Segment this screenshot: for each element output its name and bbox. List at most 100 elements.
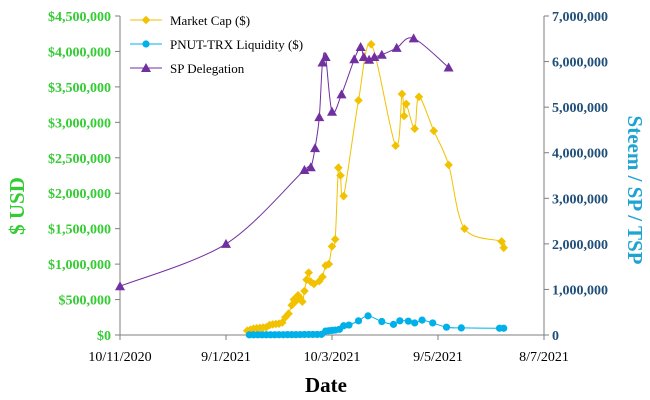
data-point-market-cap — [401, 99, 411, 109]
y-right-tick-label: 5,000,000 — [552, 101, 608, 116]
data-point-market-cap — [298, 297, 307, 306]
legend-item-pnut-trx-liquidity: PNUT-TRX Liquidity ($) — [130, 37, 303, 52]
data-point-pnut-trx-liquidity — [364, 312, 372, 320]
series-sp-delegation — [115, 33, 454, 291]
data-point-market-cap — [414, 92, 424, 102]
x-tick-label: 10/3/2021 — [304, 350, 361, 365]
data-point-market-cap — [330, 235, 340, 244]
series-pnut-trx-liquidity — [245, 312, 508, 339]
y-right-tick-label: 3,000,000 — [552, 192, 608, 207]
data-point-market-cap — [293, 291, 303, 300]
x-axis-label: Date — [305, 373, 347, 397]
data-point-market-cap — [336, 171, 345, 180]
series-market-cap — [242, 40, 509, 336]
legend-label: SP Delegation — [170, 61, 245, 76]
legend-marker — [141, 15, 151, 25]
legend-label: Market Cap ($) — [170, 13, 250, 28]
data-point-pnut-trx-liquidity — [378, 317, 386, 326]
legend-marker — [141, 63, 151, 72]
y-axis-right-label: Steem / SP / TSP — [623, 116, 647, 265]
data-point-sp-delegation — [408, 33, 419, 43]
data-point-market-cap — [444, 160, 453, 170]
data-point-market-cap — [306, 277, 316, 287]
y-left-tick-label: $2,000,000 — [48, 187, 111, 202]
left-axis-ticks: $0 $500,000 $1,000,000 $1,500,000 $2,000,000… — [48, 10, 120, 344]
data-point-sp-delegation — [317, 57, 328, 67]
data-point-market-cap — [281, 312, 290, 322]
x-tick-label: 10/11/2020 — [88, 350, 151, 365]
y-left-tick-label: $1,000,000 — [48, 258, 111, 273]
y-right-tick-label: 0 — [552, 329, 559, 344]
data-point-pnut-trx-liquidity — [389, 320, 398, 328]
plot-series — [115, 33, 509, 339]
y-left-tick-label: $4,500,000 — [48, 10, 111, 25]
data-point-sp-delegation — [221, 238, 231, 248]
data-point-market-cap — [324, 259, 334, 269]
legend-item-sp-delegation: SP Delegation — [130, 61, 245, 76]
data-point-market-cap — [300, 286, 309, 296]
data-point-sp-delegation — [314, 112, 325, 122]
data-point-sp-delegation — [364, 54, 375, 64]
data-point-sp-delegation — [376, 49, 387, 59]
legend-item-market-cap: Market Cap ($) — [130, 13, 250, 28]
x-tick-label: 9/1/2021 — [201, 350, 251, 365]
y-left-tick-label: $3,500,000 — [48, 81, 111, 96]
data-point-pnut-trx-liquidity — [418, 316, 426, 324]
data-point-pnut-trx-liquidity — [411, 319, 419, 327]
data-point-market-cap — [334, 163, 343, 173]
data-point-market-cap — [354, 96, 363, 105]
data-point-pnut-trx-liquidity — [345, 321, 353, 329]
data-point-sp-delegation — [391, 42, 402, 52]
data-point-pnut-trx-liquidity — [442, 323, 451, 331]
data-point-pnut-trx-liquidity — [457, 324, 465, 332]
data-point-pnut-trx-liquidity — [354, 317, 363, 325]
right-axis-ticks: 0 1,000,000 2,000,000 3,000,000 4,000,000 5,0… — [544, 10, 608, 344]
data-point-pnut-trx-liquidity — [404, 317, 412, 325]
data-point-sp-delegation — [349, 54, 360, 64]
data-point-pnut-trx-liquidity — [500, 324, 508, 332]
data-point-sp-delegation — [327, 106, 337, 116]
data-point-market-cap — [339, 191, 348, 201]
y-left-tick-label: $500,000 — [59, 294, 112, 309]
y-right-tick-label: 4,000,000 — [552, 147, 608, 162]
x-axis-ticks: 10/11/2020 9/1/2021 10/3/2021 9/5/2021 8/7/2… — [88, 335, 569, 365]
data-point-sp-delegation — [310, 143, 321, 153]
data-point-market-cap — [391, 141, 400, 151]
data-point-market-cap — [327, 242, 337, 251]
y-right-tick-label: 1,000,000 — [552, 283, 608, 298]
data-point-market-cap — [314, 276, 324, 286]
y-left-tick-label: $3,000,000 — [48, 116, 111, 131]
legend-label: PNUT-TRX Liquidity ($) — [170, 37, 303, 52]
y-left-tick-label: $4,000,000 — [48, 45, 111, 60]
data-point-sp-delegation — [355, 41, 366, 51]
y-right-tick-label: 6,000,000 — [552, 56, 608, 71]
y-left-tick-label: $1,500,000 — [48, 223, 111, 238]
data-point-market-cap — [397, 89, 407, 99]
x-tick-label: 8/7/2021 — [519, 350, 569, 365]
series-line-market-cap — [247, 43, 506, 332]
data-point-sp-delegation — [358, 52, 369, 62]
data-point-sp-delegation — [369, 52, 380, 62]
data-point-sp-delegation — [305, 162, 316, 172]
data-point-market-cap — [304, 268, 313, 277]
data-point-market-cap — [410, 124, 419, 134]
data-point-market-cap — [291, 296, 301, 306]
data-point-pnut-trx-liquidity — [396, 317, 404, 325]
data-point-market-cap — [399, 111, 409, 121]
data-point-pnut-trx-liquidity — [340, 322, 348, 330]
data-point-market-cap — [366, 40, 376, 49]
y-axis-left-label: $ USD — [5, 177, 29, 235]
data-point-market-cap — [284, 309, 293, 319]
data-point-market-cap — [499, 243, 509, 253]
data-point-market-cap — [321, 261, 330, 270]
data-point-market-cap — [460, 224, 469, 233]
data-point-sp-delegation — [299, 165, 310, 175]
data-point-sp-delegation — [443, 62, 454, 72]
data-point-market-cap — [429, 126, 439, 136]
x-tick-label: 9/5/2021 — [413, 350, 463, 365]
data-point-sp-delegation — [115, 281, 125, 291]
y-left-tick-label: $2,500,000 — [48, 152, 111, 167]
data-point-market-cap — [318, 272, 327, 282]
data-point-market-cap — [277, 318, 287, 327]
